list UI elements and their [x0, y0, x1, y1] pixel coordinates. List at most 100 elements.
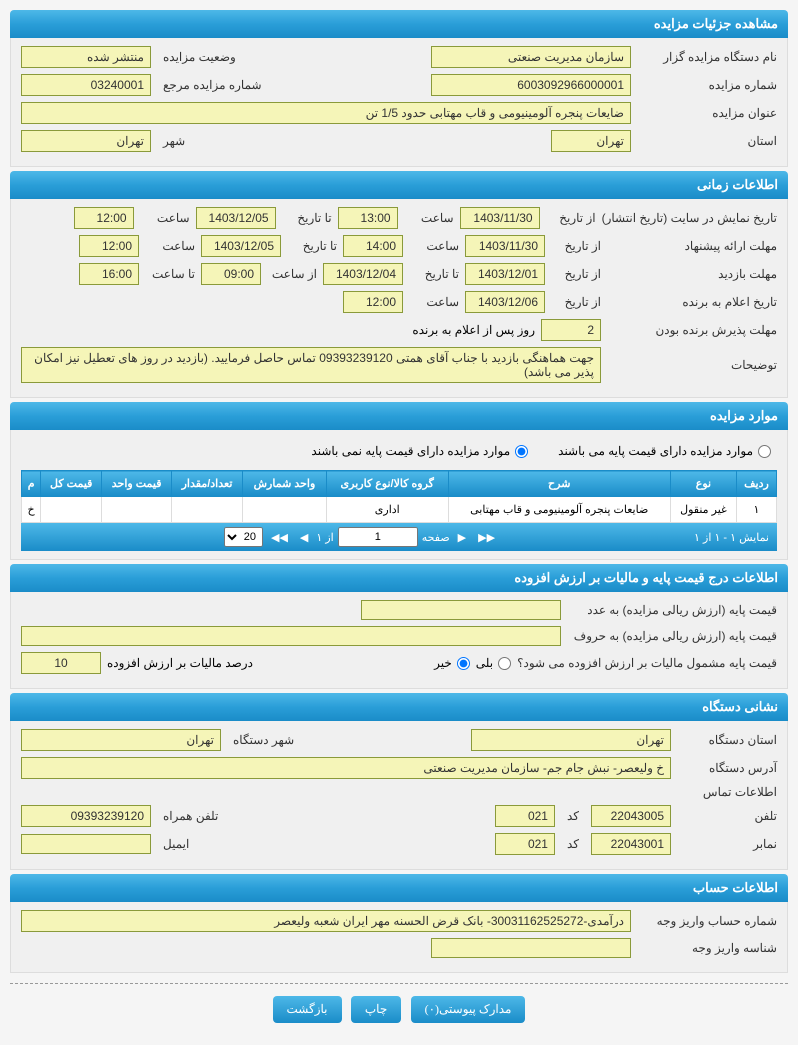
base-text-value	[21, 626, 561, 646]
notes-value: جهت هماهنگی بازدید با جناب آقای همتی 093…	[21, 347, 601, 383]
to-time-label: تا ساعت	[145, 267, 195, 281]
visit-from: 1403/12/01	[465, 263, 545, 285]
offer-time2: 12:00	[79, 235, 139, 257]
org-province-label: استان دستگاه	[677, 733, 777, 747]
back-button[interactable]: بازگشت	[273, 996, 342, 1023]
td-group: اداری	[326, 497, 448, 523]
td-type: غیر منقول	[670, 497, 736, 523]
th-desc: شرح	[448, 471, 670, 497]
acc-value: درآمدی-30031162525272- بانک قرض الحسنه م…	[21, 910, 631, 932]
radio-yes-input[interactable]	[498, 657, 511, 670]
th-group: گروه کالا/نوع کاربری	[326, 471, 448, 497]
pager-prev-icon[interactable]: ▶	[454, 531, 470, 544]
status-label: وضعیت مزایده	[157, 50, 242, 64]
pager-showing: نمایش ۱ - ۱ از ۱	[694, 531, 769, 544]
status-value: منتشر شده	[21, 46, 151, 68]
city-value: تهران	[21, 130, 151, 152]
accept-label: مهلت پذیرش برنده بودن	[607, 323, 777, 337]
display-to-date: 1403/12/05	[196, 207, 276, 229]
timing-header: اطلاعات زمانی	[10, 171, 788, 199]
pager-next-icon[interactable]: ◀	[296, 531, 312, 544]
td-num: ۱	[737, 497, 777, 523]
visit-to: 1403/12/04	[323, 263, 403, 285]
to-label-2: تا تاریخ	[287, 239, 337, 253]
fax-value: 22043001	[591, 833, 671, 855]
province-value: تهران	[551, 130, 631, 152]
visit-time-from: 09:00	[201, 263, 261, 285]
code-label-1: کد	[561, 809, 585, 823]
attachments-button[interactable]: مدارک پیوستی(۰)	[411, 996, 526, 1023]
th-unitprice: قیمت واحد	[102, 471, 172, 497]
code-label-2: کد	[561, 837, 585, 851]
radio-has-base[interactable]: موارد مزایده دارای قیمت پایه می باشند	[558, 444, 771, 458]
pager-last-icon[interactable]: ◀◀	[267, 531, 292, 544]
org-address-label: آدرس دستگاه	[677, 761, 777, 775]
radio-no-base[interactable]: موارد مزایده دارای قیمت پایه نمی باشند	[311, 444, 528, 458]
base-text-label: قیمت پایه (ارزش ریالی مزایده) به حروف	[567, 629, 777, 643]
contact-label: اطلاعات تماس	[677, 785, 777, 799]
td-last: خ	[22, 497, 41, 523]
radio-no-label: خیر	[434, 656, 452, 670]
ref-value: 03240001	[21, 74, 151, 96]
org-value: سازمان مدیریت صنعتی	[431, 46, 631, 68]
radio-yes-label: بلی	[476, 656, 493, 670]
print-button[interactable]: چاپ	[351, 996, 401, 1023]
items-body: موارد مزایده دارای قیمت پایه می باشند مو…	[10, 430, 788, 560]
pager: نمایش ۱ - ۱ از ۱ ▶▶ ▶ صفحه از ۱ ◀ ◀◀ 20	[21, 523, 777, 551]
email-value	[21, 834, 151, 854]
details-header: مشاهده جزئیات مزایده	[10, 10, 788, 38]
pager-first-icon[interactable]: ▶▶	[474, 531, 499, 544]
offer-label: مهلت ارائه پیشنهاد	[607, 239, 777, 253]
radio-has-base-input[interactable]	[758, 445, 771, 458]
table-row[interactable]: ۱ غیر منقول ضایعات پنجره آلومینیومی و قا…	[22, 497, 777, 523]
display-time1: 13:00	[338, 207, 398, 229]
org-city-value: تهران	[21, 729, 221, 751]
td-unit	[243, 497, 327, 523]
city-label: شهر	[157, 134, 191, 148]
pager-of-label: از ۱	[316, 531, 333, 544]
display-from-date: 1403/11/30	[460, 207, 540, 229]
offer-from: 1403/11/30	[465, 235, 545, 257]
org-province-value: تهران	[471, 729, 671, 751]
account-header: اطلاعات حساب	[10, 874, 788, 902]
number-label: شماره مزایده	[637, 78, 777, 92]
pricing-header: اطلاعات درج قیمت پایه و مالیات بر ارزش ا…	[10, 564, 788, 592]
org-header: نشانی دستگاه	[10, 693, 788, 721]
th-qty: تعداد/مقدار	[172, 471, 243, 497]
accept-value: 2	[541, 319, 601, 341]
vat-pct-value: 10	[21, 652, 101, 674]
accid-label: شناسه واریز وجه	[637, 941, 777, 955]
org-city-label: شهر دستگاه	[227, 733, 300, 747]
radio-no-input[interactable]	[457, 657, 470, 670]
radio-yes[interactable]: بلی	[476, 656, 511, 670]
pager-page-input[interactable]	[338, 527, 418, 547]
pager-size-select[interactable]: 20	[224, 527, 263, 547]
fax-code: 021	[495, 833, 555, 855]
base-num-value	[361, 600, 561, 620]
offer-to: 1403/12/05	[201, 235, 281, 257]
pricing-body: قیمت پایه (ارزش ریالی مزایده) به عدد قیم…	[10, 592, 788, 689]
th-m: م	[22, 471, 41, 497]
announce-time: 12:00	[343, 291, 403, 313]
to-label-3: تا تاریخ	[409, 267, 459, 281]
display-label: تاریخ نمایش در سایت (تاریخ انتشار)	[602, 211, 777, 225]
accept-suffix: روز پس از اعلام به برنده	[412, 323, 535, 337]
acc-label: شماره حساب واریز وجه	[637, 914, 777, 928]
td-unitprice	[102, 497, 172, 523]
radio-has-base-label: موارد مزایده دارای قیمت پایه می باشند	[558, 444, 753, 458]
org-body: استان دستگاه تهران شهر دستگاه تهران آدرس…	[10, 721, 788, 870]
from-label-4: از تاریخ	[551, 295, 601, 309]
org-label: نام دستگاه مزایده گزار	[637, 50, 777, 64]
visit-time-to: 16:00	[79, 263, 139, 285]
time-label-4: ساعت	[145, 239, 195, 253]
display-time2: 12:00	[74, 207, 134, 229]
td-total	[41, 497, 102, 523]
radio-no-base-input[interactable]	[515, 445, 528, 458]
details-body: نام دستگاه مزایده گزار سازمان مدیریت صنع…	[10, 38, 788, 167]
to-label-1: تا تاریخ	[282, 211, 332, 225]
items-table: ردیف نوع شرح گروه کالا/نوع کاربری واحد ش…	[21, 470, 777, 523]
items-header: موارد مزایده	[10, 402, 788, 430]
radio-no-vat[interactable]: خیر	[434, 656, 470, 670]
phone-code: 021	[495, 805, 555, 827]
email-label: ایمیل	[157, 837, 195, 851]
